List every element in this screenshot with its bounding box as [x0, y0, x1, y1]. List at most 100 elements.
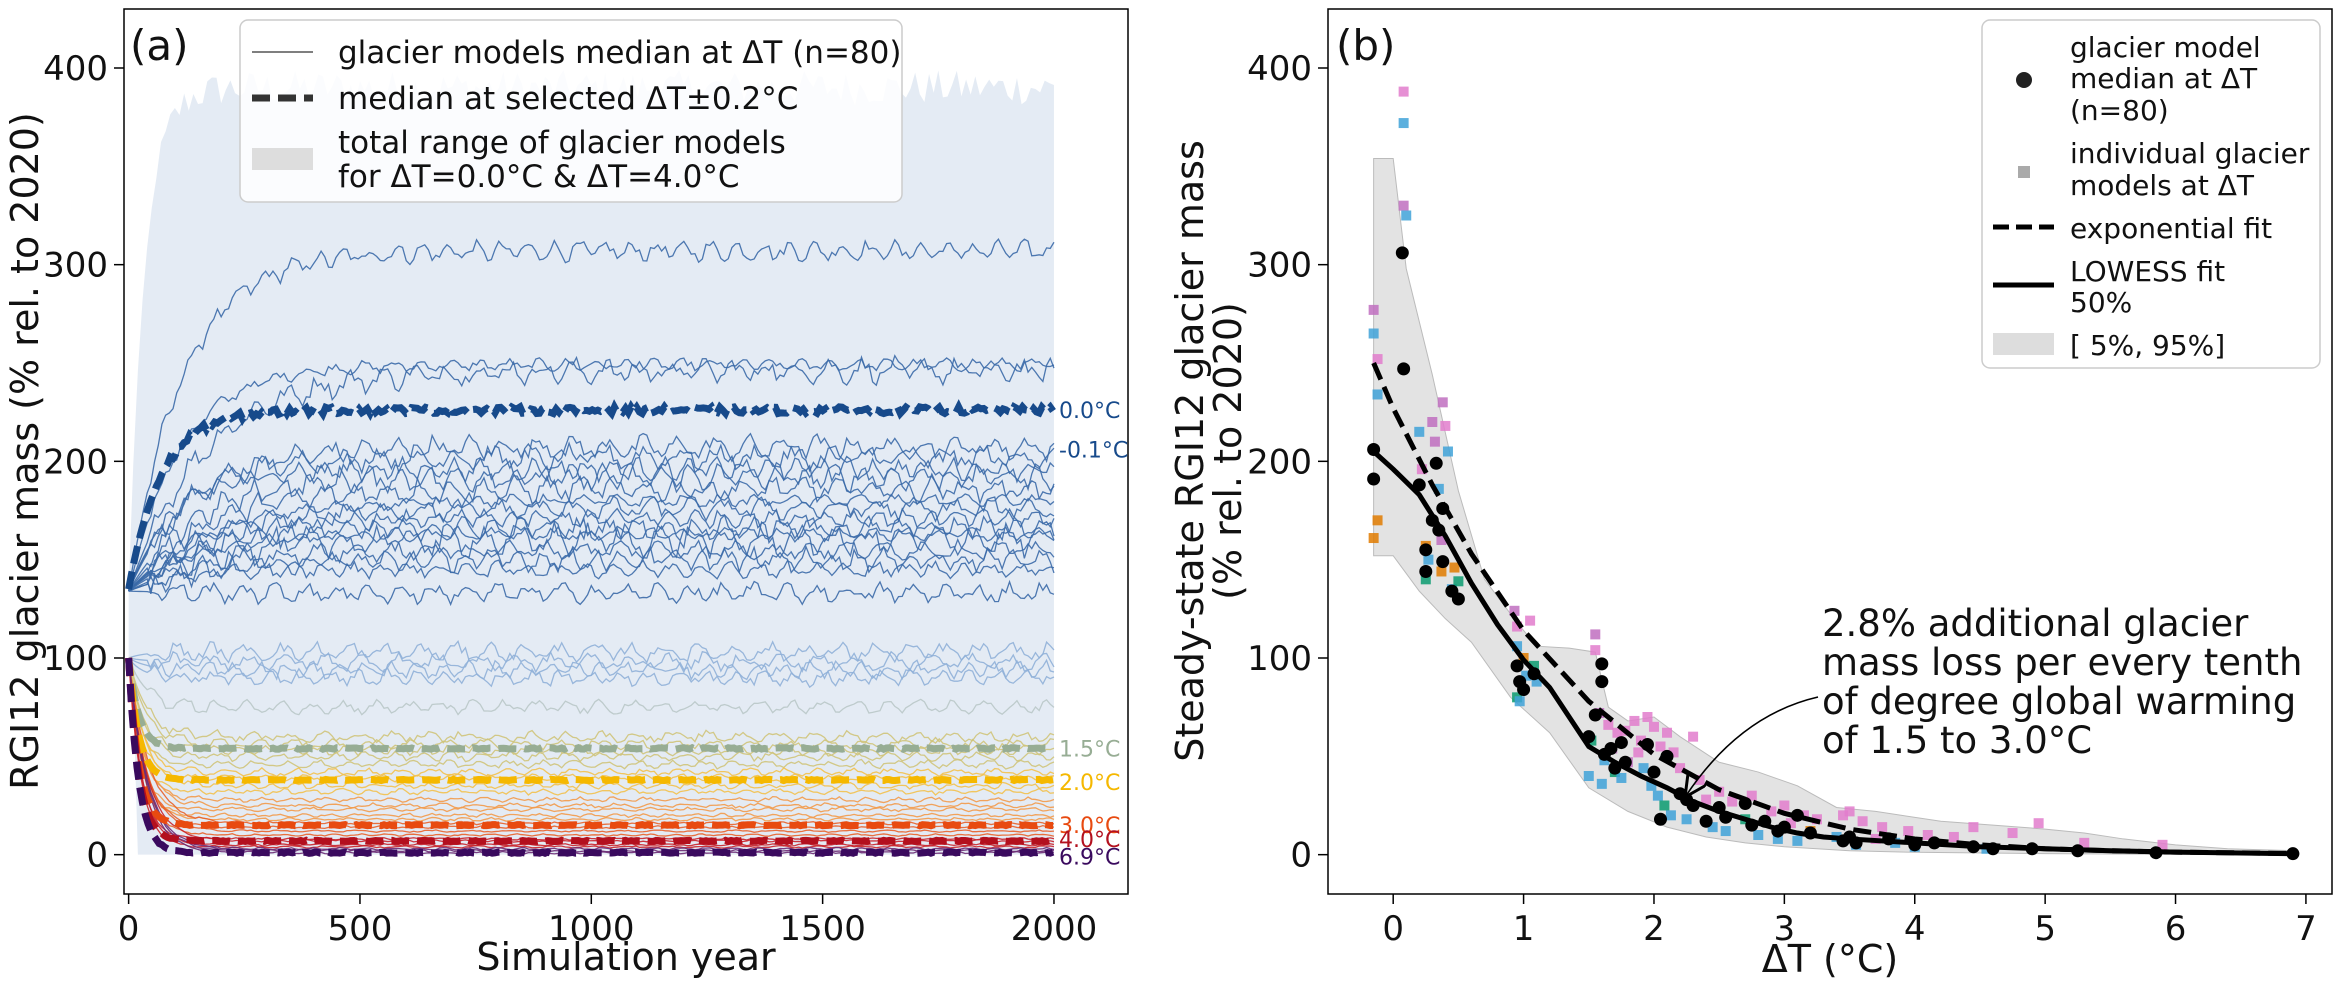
legend-median-dot-swatch	[2016, 72, 2032, 88]
median-point	[1790, 808, 1804, 822]
individual-model-square	[1753, 830, 1764, 840]
individual-model-square	[1401, 210, 1412, 221]
panel-b-xtick-label: 0	[1382, 909, 1404, 949]
glacier-model-median-line	[127, 657, 1055, 763]
annotation-line-3: of degree global warming	[1822, 680, 2296, 723]
glacier-model-median-line	[128, 640, 1055, 664]
selected-median-dashed-line	[125, 657, 1054, 754]
individual-model-square	[1792, 835, 1803, 846]
glacier-model-median-line	[127, 657, 1055, 837]
series-end-label: 0.0°C	[1059, 399, 1120, 424]
individual-model-square	[2007, 828, 2018, 839]
legend-b-entry-3: exponential fit	[2070, 212, 2272, 245]
individual-model-square	[1652, 790, 1663, 801]
panel-a-xtick-label: 500	[328, 909, 393, 949]
panel-b-xtick-label: 3	[1774, 909, 1796, 949]
annotation-line-2: mass loss per every tenth	[1822, 641, 2302, 684]
individual-model-square	[1525, 615, 1536, 626]
individual-model-square	[1583, 771, 1594, 781]
annotation-line-4: of 1.5 to 3.0°C	[1822, 719, 2092, 762]
individual-model-square	[1449, 562, 1460, 573]
individual-model-square	[1512, 641, 1523, 652]
glacier-model-median-line	[127, 657, 1055, 809]
glacier-model-median-line	[127, 657, 1055, 770]
panel-b-ylabel-line2: (% rel. to 2020)	[1206, 302, 1250, 600]
individual-model-square	[1512, 621, 1523, 632]
individual-model-square	[1648, 721, 1659, 732]
individual-model-square	[1688, 731, 1699, 742]
legend-b-frame	[1981, 19, 2321, 369]
total-range-band	[128, 70, 1054, 855]
individual-model-square	[1590, 629, 1601, 640]
panel-b: 0 1 2 3 4 5 6 7 0 100 200 300 400 (b) ΔT (°C) Steady…	[1168, 8, 2333, 981]
individual-model-square	[1596, 778, 1607, 789]
glacier-model-median-line	[127, 657, 1055, 791]
individual-model-square	[1903, 826, 1914, 837]
median-point	[1699, 814, 1713, 828]
glacier-model-median-line	[128, 461, 1055, 592]
legend-b-entry-4-line1: LOWESS fit	[2070, 255, 2225, 288]
glacier-model-median-line	[127, 657, 1055, 849]
legend-entry-range-line1: total range of glacier models	[338, 125, 786, 161]
median-point	[1510, 659, 1524, 673]
glacier-model-median-line	[127, 657, 1055, 843]
individual-model-square	[1727, 796, 1738, 807]
individual-model-square	[1531, 676, 1542, 687]
median-point	[1395, 246, 1409, 260]
panel-b-xtick-label: 1	[1513, 909, 1535, 949]
individual-model-square	[1662, 727, 1673, 738]
individual-model-square	[1642, 712, 1653, 722]
individual-model-square	[1521, 670, 1532, 681]
glacier-model-median-line	[127, 657, 1055, 834]
legend-b-entry-2-line2: models at ΔT	[2070, 169, 2255, 202]
percentile-5-95-band	[1373, 157, 2294, 856]
legend-b-entry-1-line2: median at ΔT	[2070, 62, 2258, 95]
median-point	[1436, 555, 1450, 569]
median-point	[1397, 362, 1411, 376]
series-end-label: 3.0°C	[1059, 814, 1120, 839]
series-end-label: 4.0°C	[1059, 828, 1120, 853]
panel-a-ytick-label: 400	[43, 49, 108, 89]
legend-entry-range-line2: for ΔT=0.0°C & ΔT=4.0°C	[338, 159, 740, 195]
panel-b-xtick-label: 4	[1904, 909, 1926, 949]
glacier-model-median-line	[128, 657, 1055, 689]
panel-a-ytick-label: 0	[86, 836, 108, 876]
individual-model-square	[1720, 826, 1731, 837]
panel-b-label: (b)	[1336, 21, 1395, 70]
individual-model-square	[1629, 715, 1640, 726]
individual-model-square	[1616, 772, 1627, 783]
panel-a-xtick-label: 1000	[548, 909, 635, 949]
panel-b-xtick-label: 6	[2165, 909, 2187, 949]
glacier-model-median-line	[128, 657, 1055, 716]
individual-model-square	[1420, 574, 1431, 585]
individual-model-square	[1372, 515, 1383, 526]
median-point	[1595, 675, 1609, 689]
selected-median-dashed-line	[125, 657, 1054, 830]
panel-a-xtick-label: 2000	[1011, 909, 1098, 949]
individual-model-square	[1877, 822, 1888, 833]
individual-model-square	[1398, 86, 1409, 97]
panel-a-ylabel: RGI12 glacier mass (% rel. to 2020)	[3, 112, 47, 790]
panel-a-xlabel: Simulation year	[476, 935, 776, 979]
panel-b-ytick-label: 200	[1247, 442, 1312, 482]
individual-model-square	[1968, 822, 1979, 833]
glacier-model-median-line	[127, 657, 1055, 804]
individual-model-square	[1766, 806, 1777, 817]
individual-model-square	[1785, 818, 1796, 829]
individual-model-square	[1948, 831, 1959, 842]
glacier-model-median-line	[127, 657, 1055, 847]
individual-model-square	[2079, 837, 2090, 848]
individual-model-square	[1659, 800, 1670, 811]
median-point	[1451, 592, 1465, 606]
individual-model-square	[1772, 833, 1783, 844]
series-end-label: 2.0°C	[1059, 771, 1120, 796]
individual-model-square	[1646, 780, 1657, 791]
individual-model-square	[1590, 645, 1601, 656]
glacier-model-median-line	[128, 650, 1055, 674]
panel-a-frame	[123, 8, 1129, 895]
glacier-model-median-line	[128, 441, 1055, 592]
series-end-label: 1.5°C	[1059, 737, 1120, 762]
panel-a-ytick-label: 300	[43, 246, 108, 286]
panel-a-ytick-label: 100	[43, 639, 108, 679]
glacier-model-median-line	[127, 657, 1055, 819]
